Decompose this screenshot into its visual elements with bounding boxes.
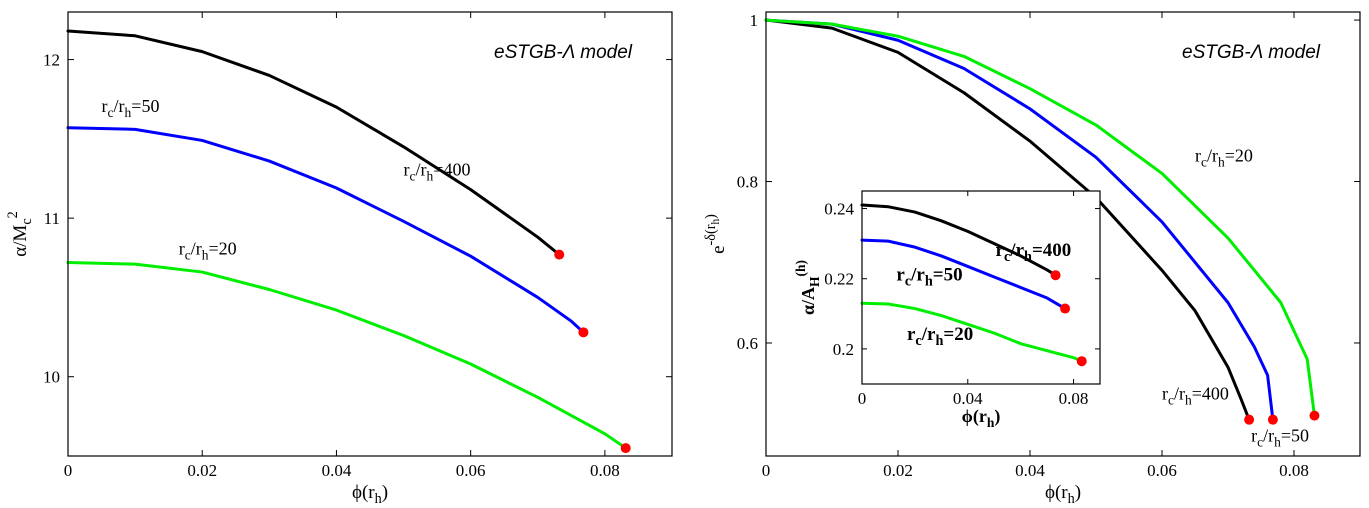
model-label: eSTGB-Λ model — [494, 42, 633, 63]
series-line — [860, 203, 1058, 277]
x-tick-label: 0.06 — [456, 461, 486, 480]
x-tick-label: 0.08 — [1059, 389, 1089, 408]
series-annotation: rc/rh=50 — [102, 96, 160, 120]
endpoint-marker — [1309, 410, 1320, 421]
series-line — [764, 18, 1316, 418]
series-annotation: rc/rh=20 — [179, 239, 237, 263]
endpoint-marker — [1060, 303, 1071, 314]
series-line — [66, 29, 561, 257]
series-line — [860, 238, 1067, 311]
endpoint-marker — [1050, 270, 1061, 281]
x-tick-label: 0 — [858, 389, 867, 408]
plot-frame — [861, 190, 1101, 385]
y-tick-label: 0.22 — [824, 270, 854, 289]
endpoint-marker — [578, 327, 589, 338]
x-tick-label: 0.08 — [590, 461, 620, 480]
y-tick-label: 12 — [43, 51, 60, 70]
plot-frame — [67, 11, 673, 457]
series-line — [860, 301, 1084, 363]
y-tick-label: 11 — [44, 209, 60, 228]
x-axis-label: ϕ(rh) — [962, 406, 1001, 430]
x-tick-label: 0.04 — [953, 389, 983, 408]
inset-background — [862, 191, 1100, 384]
model-label: eSTGB-Λ model — [1182, 42, 1321, 63]
endpoint-marker — [554, 249, 565, 260]
x-axis-label: ϕ(rh) — [1045, 482, 1081, 507]
inset-panel: 0 0.04 0.08 0.2 0.22 0.24 rc/rh=400 rc/rh=50 rc/… — [793, 190, 1101, 430]
x-tick-label: 0 — [762, 461, 771, 480]
endpoint-marker — [1244, 414, 1255, 425]
endpoint-marker — [1267, 414, 1278, 425]
series-annotation: rc/rh=50 — [1251, 425, 1309, 449]
series-annotation: rc/rh=400 — [404, 159, 471, 183]
series-line — [66, 261, 628, 450]
series-annotation: rc/rh=400 — [996, 240, 1072, 265]
x-tick-label: 0.06 — [1147, 461, 1177, 480]
x-tick-label: 0 — [64, 461, 73, 480]
y-tick-label: 0.6 — [737, 334, 758, 353]
x-tick-label: 0.08 — [1279, 461, 1309, 480]
endpoint-marker — [1076, 356, 1087, 367]
x-axis-label: ϕ(rh) — [352, 482, 388, 507]
x-tick-label: 0.04 — [1015, 461, 1045, 480]
x-tick-label: 0.02 — [187, 461, 217, 480]
series-line — [764, 18, 1275, 422]
x-tick-label: 0.04 — [322, 461, 352, 480]
series-annotation: rc/rh=20 — [907, 324, 973, 349]
y-tick-label: 10 — [43, 368, 60, 387]
y-tick-label: 0.2 — [833, 340, 854, 359]
left-panel: 0 0.02 0.04 0.06 0.08 10 11 12 rc/rh=50 rc/rh=400… — [5, 11, 673, 507]
y-axis-label: α/Mc2 — [5, 211, 35, 257]
series-annotation: rc/rh=20 — [1195, 145, 1253, 169]
y-axis-label: e-δ(rh) — [703, 214, 729, 254]
plot-frame — [765, 11, 1361, 457]
series-line — [66, 126, 585, 334]
series-annotation: rc/rh=400 — [1162, 383, 1229, 407]
endpoint-marker — [620, 443, 631, 454]
series-annotation: rc/rh=50 — [896, 264, 962, 289]
x-tick-label: 0.02 — [883, 461, 913, 480]
y-axis-label: α/AH(h) — [793, 260, 822, 315]
y-tick-label: 0.24 — [824, 200, 854, 219]
y-tick-label: 0.8 — [737, 173, 758, 192]
y-tick-label: 1 — [750, 11, 759, 30]
